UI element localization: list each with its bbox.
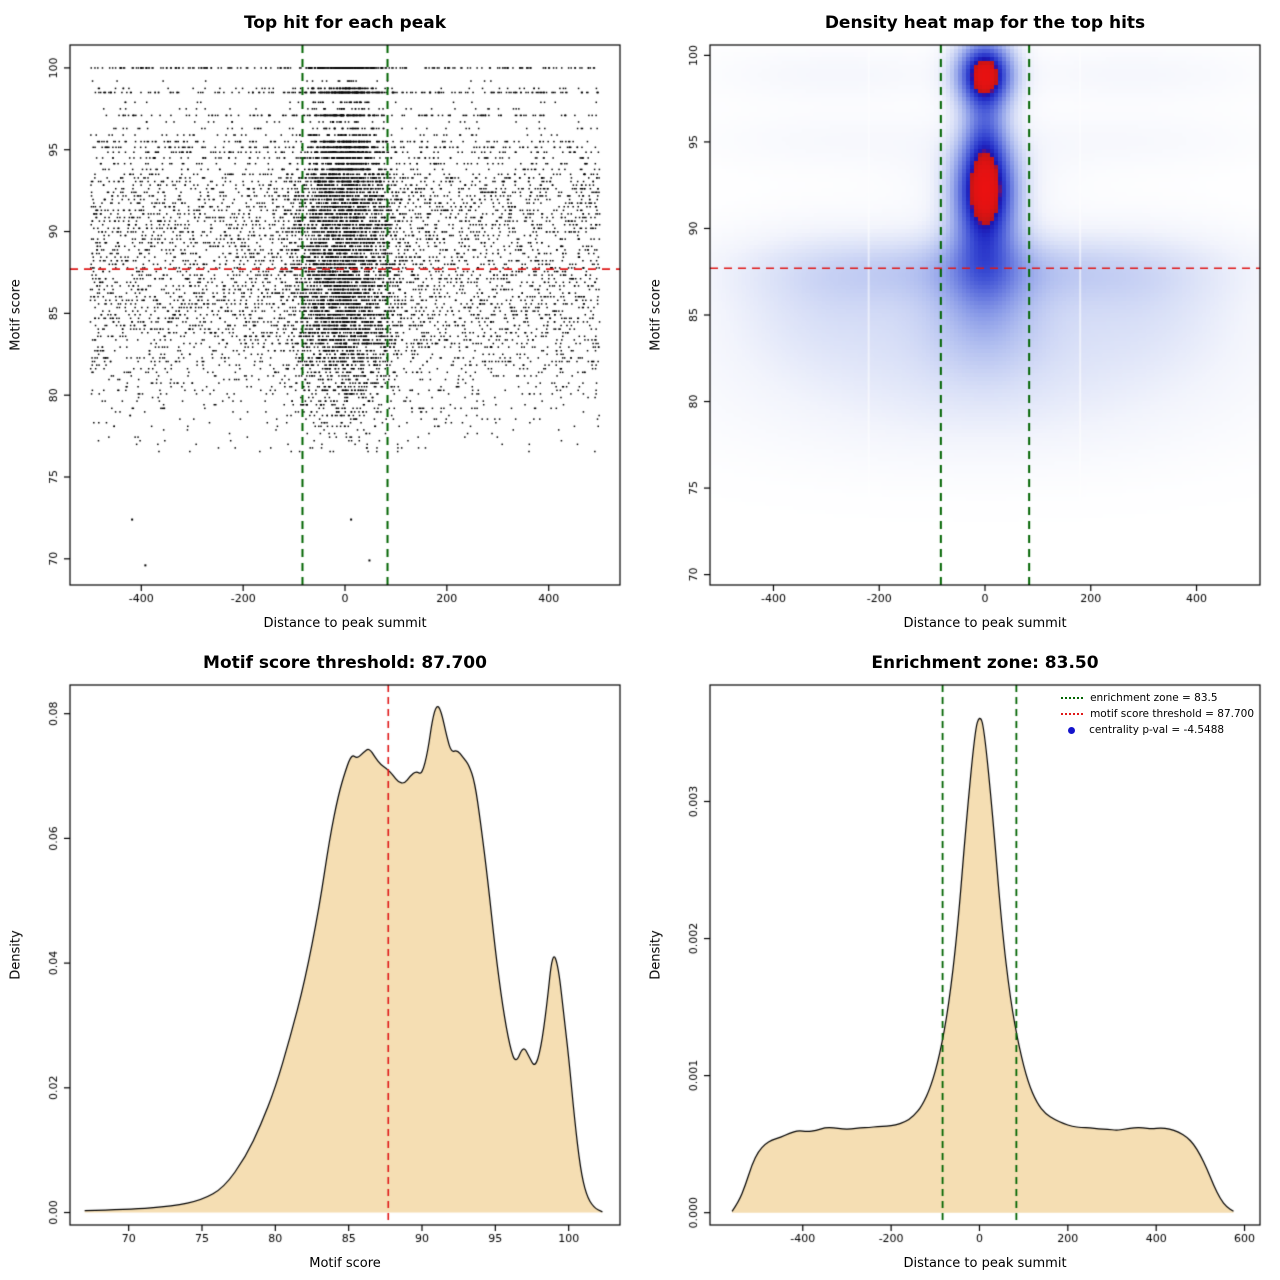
plot-legend: enrichment zone = 83.5 motif score thres… bbox=[1061, 690, 1254, 738]
score-density-y-axis-label: Density bbox=[8, 930, 24, 980]
legend-row-centrality: centrality p-val = -4.5488 bbox=[1061, 722, 1254, 738]
scatter-x-axis-label: Distance to peak summit bbox=[263, 616, 427, 631]
legend-label-threshold: motif score threshold = 87.700 bbox=[1090, 708, 1254, 720]
heatmap-panel: Density heat map for the top hits Distan… bbox=[640, 0, 1280, 640]
scatter-panel: Top hit for each peak Distance to peak s… bbox=[0, 0, 640, 640]
score-density-canvas bbox=[0, 640, 640, 1280]
legend-label-enrichment-zone: enrichment zone = 83.5 bbox=[1090, 692, 1218, 704]
score-density-title: Motif score threshold: 87.700 bbox=[203, 653, 487, 673]
distance-density-title: Enrichment zone: 83.50 bbox=[871, 653, 1099, 673]
distance-density-y-axis-label: Density bbox=[648, 930, 664, 980]
distance-density-x-axis-label: Distance to peak summit bbox=[903, 1256, 1067, 1271]
scatter-title: Top hit for each peak bbox=[243, 13, 447, 33]
scatter-y-axis-label: Motif score bbox=[8, 279, 24, 351]
score-density-x-axis-label: Motif score bbox=[309, 1256, 381, 1271]
distance-density-panel: Enrichment zone: 83.50 Distance to peak … bbox=[640, 640, 1280, 1280]
legend-label-centrality: centrality p-val = -4.5488 bbox=[1089, 724, 1225, 736]
enrichment-zone-line-icon bbox=[1061, 697, 1084, 699]
heatmap-canvas bbox=[640, 0, 1280, 640]
heatmap-title: Density heat map for the top hits bbox=[824, 13, 1146, 33]
centrality-point-icon bbox=[1068, 726, 1076, 734]
distance-density-canvas bbox=[640, 640, 1280, 1280]
threshold-line-icon bbox=[1061, 713, 1084, 715]
legend-row-threshold: motif score threshold = 87.700 bbox=[1061, 706, 1254, 722]
legend-row-enrichment-zone: enrichment zone = 83.5 bbox=[1061, 690, 1254, 706]
heatmap-y-axis-label: Motif score bbox=[648, 279, 664, 351]
heatmap-x-axis-label: Distance to peak summit bbox=[903, 616, 1067, 631]
scatter-canvas bbox=[0, 0, 640, 640]
score-density-panel: Motif score threshold: 87.700 Motif scor… bbox=[0, 640, 640, 1280]
